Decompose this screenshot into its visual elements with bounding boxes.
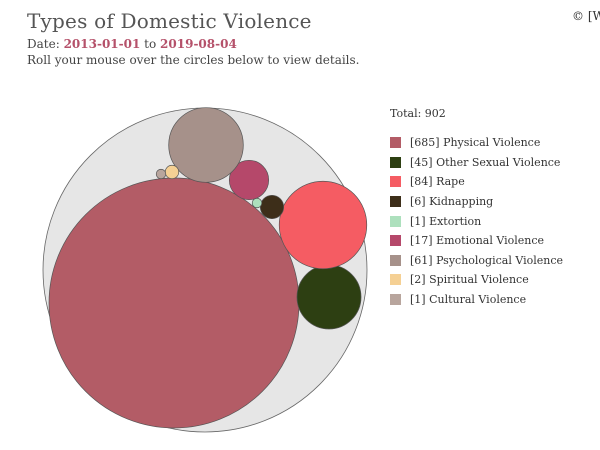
legend-swatch bbox=[390, 254, 401, 266]
date-start: 2013-01-01 bbox=[63, 37, 141, 51]
date-range: Date: 2013-01-01 to 2019-08-04 bbox=[27, 37, 237, 51]
legend-swatch bbox=[390, 235, 401, 247]
bubble-kidnapping[interactable] bbox=[259, 194, 285, 220]
legend-item-psychological-violence[interactable]: [61] Psychological Violence bbox=[390, 251, 563, 271]
bubble-physical-violence[interactable] bbox=[48, 177, 300, 429]
legend-label: [61] Psychological Violence bbox=[410, 253, 564, 267]
legend-label: [6] Kidnapping bbox=[410, 195, 494, 209]
legend-label: [685] Physical Violence bbox=[410, 136, 541, 150]
date-end: 2019-08-04 bbox=[160, 37, 237, 51]
bubble-psychological-violence[interactable] bbox=[168, 107, 244, 183]
bubble-cultural-violence[interactable] bbox=[155, 168, 167, 180]
legend-swatch bbox=[390, 156, 401, 168]
instructions-text: Roll your mouse over the circles below t… bbox=[27, 53, 360, 67]
copyright-notice: © [W bbox=[572, 9, 600, 23]
chart-title: Types of Domestic Violence bbox=[27, 9, 312, 33]
bubble-emotional-violence[interactable] bbox=[228, 159, 270, 201]
date-label: Date: bbox=[27, 37, 60, 51]
legend-label: [45] Other Sexual Violence bbox=[410, 155, 561, 169]
bubble-other-sexual-violence[interactable] bbox=[296, 264, 362, 330]
legend-swatch bbox=[390, 137, 401, 149]
date-joiner: to bbox=[144, 37, 157, 51]
legend-item-physical-violence[interactable]: [685] Physical Violence bbox=[390, 133, 563, 153]
legend-item-cultural-violence[interactable]: [1] Cultural Violence bbox=[390, 290, 563, 310]
bubble-spiritual-violence[interactable] bbox=[164, 164, 180, 180]
legend-item-spiritual-violence[interactable]: [2] Spiritual Violence bbox=[390, 270, 563, 290]
legend-swatch bbox=[390, 274, 401, 286]
legend-swatch bbox=[390, 215, 401, 227]
bubble-extortion[interactable] bbox=[251, 197, 263, 209]
bubble-rape[interactable] bbox=[278, 180, 368, 270]
total-count: Total: 902 bbox=[390, 107, 446, 120]
legend-item-other-sexual-violence[interactable]: [45] Other Sexual Violence bbox=[390, 153, 563, 173]
legend-item-emotional-violence[interactable]: [17] Emotional Violence bbox=[390, 231, 563, 251]
legend-label: [1] Cultural Violence bbox=[410, 293, 527, 307]
legend-item-kidnapping[interactable]: [6] Kidnapping bbox=[390, 192, 563, 212]
legend-label: [1] Extortion bbox=[410, 214, 482, 228]
legend-label: [2] Spiritual Violence bbox=[410, 273, 529, 287]
legend-swatch bbox=[390, 196, 401, 208]
legend-label: [17] Emotional Violence bbox=[410, 234, 545, 248]
legend-item-extortion[interactable]: [1] Extortion bbox=[390, 211, 563, 231]
legend-item-rape[interactable]: [84] Rape bbox=[390, 172, 563, 192]
legend-swatch bbox=[390, 294, 401, 306]
legend: [685] Physical Violence [45] Other Sexual… bbox=[390, 133, 563, 309]
legend-label: [84] Rape bbox=[410, 175, 465, 189]
legend-swatch bbox=[390, 176, 401, 188]
